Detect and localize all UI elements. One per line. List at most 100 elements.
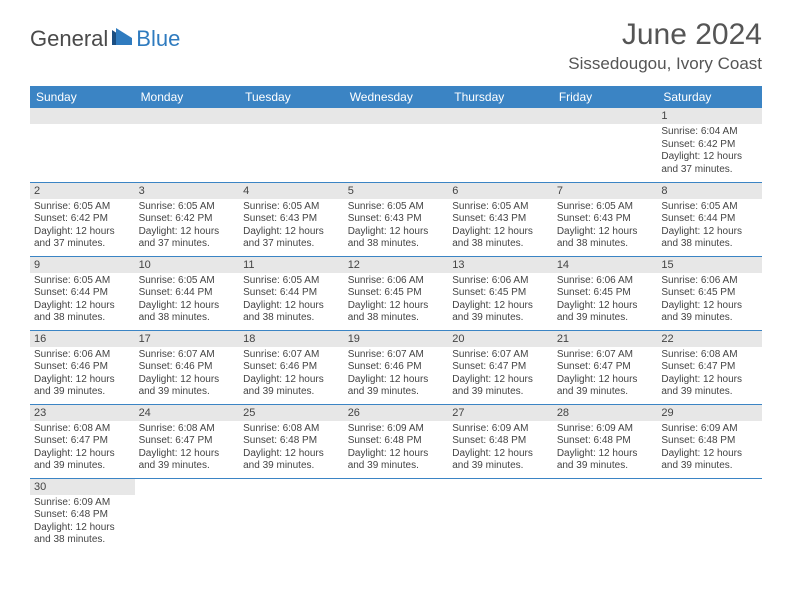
day-details: Sunrise: 6:05 AMSunset: 6:42 PMDaylight:… xyxy=(135,199,240,253)
day-number: 22 xyxy=(657,331,762,347)
calendar-day-cell: 11Sunrise: 6:05 AMSunset: 6:44 PMDayligh… xyxy=(239,256,344,330)
weekday-header: Saturday xyxy=(657,86,762,108)
day-details: Sunrise: 6:07 AMSunset: 6:47 PMDaylight:… xyxy=(448,347,553,401)
calendar-day-cell xyxy=(239,108,344,182)
weekday-header: Monday xyxy=(135,86,240,108)
calendar-day-cell xyxy=(657,478,762,552)
calendar-day-cell xyxy=(448,108,553,182)
day-number: 23 xyxy=(30,405,135,421)
weekday-header: Thursday xyxy=(448,86,553,108)
day-number: 6 xyxy=(448,183,553,199)
day-details: Sunrise: 6:05 AMSunset: 6:44 PMDaylight:… xyxy=(657,199,762,253)
day-number: 20 xyxy=(448,331,553,347)
day-details: Sunrise: 6:06 AMSunset: 6:46 PMDaylight:… xyxy=(30,347,135,401)
day-details: Sunrise: 6:04 AMSunset: 6:42 PMDaylight:… xyxy=(657,124,762,178)
calendar-day-cell: 19Sunrise: 6:07 AMSunset: 6:46 PMDayligh… xyxy=(344,330,449,404)
calendar-day-cell: 23Sunrise: 6:08 AMSunset: 6:47 PMDayligh… xyxy=(30,404,135,478)
day-details: Sunrise: 6:07 AMSunset: 6:46 PMDaylight:… xyxy=(135,347,240,401)
calendar-day-cell xyxy=(135,478,240,552)
day-details: Sunrise: 6:08 AMSunset: 6:47 PMDaylight:… xyxy=(135,421,240,475)
calendar-day-cell: 15Sunrise: 6:06 AMSunset: 6:45 PMDayligh… xyxy=(657,256,762,330)
calendar-day-cell xyxy=(239,478,344,552)
day-number: 14 xyxy=(553,257,658,273)
day-number: 27 xyxy=(448,405,553,421)
logo: General Blue xyxy=(30,26,180,52)
calendar-week-row: 2Sunrise: 6:05 AMSunset: 6:42 PMDaylight… xyxy=(30,182,762,256)
weekday-header-row: SundayMondayTuesdayWednesdayThursdayFrid… xyxy=(30,86,762,108)
calendar-day-cell: 10Sunrise: 6:05 AMSunset: 6:44 PMDayligh… xyxy=(135,256,240,330)
day-number: 30 xyxy=(30,479,135,495)
calendar-day-cell: 3Sunrise: 6:05 AMSunset: 6:42 PMDaylight… xyxy=(135,182,240,256)
day-details: Sunrise: 6:09 AMSunset: 6:48 PMDaylight:… xyxy=(344,421,449,475)
calendar-day-cell: 14Sunrise: 6:06 AMSunset: 6:45 PMDayligh… xyxy=(553,256,658,330)
day-number: 12 xyxy=(344,257,449,273)
calendar-week-row: 9Sunrise: 6:05 AMSunset: 6:44 PMDaylight… xyxy=(30,256,762,330)
day-details: Sunrise: 6:05 AMSunset: 6:43 PMDaylight:… xyxy=(448,199,553,253)
calendar-day-cell: 16Sunrise: 6:06 AMSunset: 6:46 PMDayligh… xyxy=(30,330,135,404)
day-number: 5 xyxy=(344,183,449,199)
day-number: 7 xyxy=(553,183,658,199)
calendar-day-cell: 30Sunrise: 6:09 AMSunset: 6:48 PMDayligh… xyxy=(30,478,135,552)
day-number: 16 xyxy=(30,331,135,347)
day-details: Sunrise: 6:07 AMSunset: 6:46 PMDaylight:… xyxy=(344,347,449,401)
logo-text-general: General xyxy=(30,26,108,52)
day-number: 28 xyxy=(553,405,658,421)
day-details: Sunrise: 6:05 AMSunset: 6:44 PMDaylight:… xyxy=(30,273,135,327)
calendar-day-cell: 26Sunrise: 6:09 AMSunset: 6:48 PMDayligh… xyxy=(344,404,449,478)
calendar-body: 1Sunrise: 6:04 AMSunset: 6:42 PMDaylight… xyxy=(30,108,762,552)
logo-text-blue: Blue xyxy=(136,26,180,52)
day-number: 26 xyxy=(344,405,449,421)
calendar-day-cell xyxy=(30,108,135,182)
day-details: Sunrise: 6:06 AMSunset: 6:45 PMDaylight:… xyxy=(448,273,553,327)
calendar-day-cell: 5Sunrise: 6:05 AMSunset: 6:43 PMDaylight… xyxy=(344,182,449,256)
calendar-day-cell: 7Sunrise: 6:05 AMSunset: 6:43 PMDaylight… xyxy=(553,182,658,256)
day-number: 15 xyxy=(657,257,762,273)
calendar-day-cell xyxy=(135,108,240,182)
calendar-day-cell: 27Sunrise: 6:09 AMSunset: 6:48 PMDayligh… xyxy=(448,404,553,478)
calendar-day-cell: 1Sunrise: 6:04 AMSunset: 6:42 PMDaylight… xyxy=(657,108,762,182)
day-details: Sunrise: 6:09 AMSunset: 6:48 PMDaylight:… xyxy=(553,421,658,475)
day-number: 29 xyxy=(657,405,762,421)
day-number: 10 xyxy=(135,257,240,273)
day-details: Sunrise: 6:09 AMSunset: 6:48 PMDaylight:… xyxy=(448,421,553,475)
calendar-day-cell: 17Sunrise: 6:07 AMSunset: 6:46 PMDayligh… xyxy=(135,330,240,404)
day-details: Sunrise: 6:05 AMSunset: 6:43 PMDaylight:… xyxy=(553,199,658,253)
calendar-day-cell xyxy=(344,108,449,182)
location-subtitle: Sissedougou, Ivory Coast xyxy=(568,54,762,74)
day-details: Sunrise: 6:07 AMSunset: 6:47 PMDaylight:… xyxy=(553,347,658,401)
weekday-header: Friday xyxy=(553,86,658,108)
day-details: Sunrise: 6:06 AMSunset: 6:45 PMDaylight:… xyxy=(553,273,658,327)
day-details: Sunrise: 6:06 AMSunset: 6:45 PMDaylight:… xyxy=(657,273,762,327)
calendar-day-cell xyxy=(553,478,658,552)
day-number: 2 xyxy=(30,183,135,199)
calendar-day-cell: 20Sunrise: 6:07 AMSunset: 6:47 PMDayligh… xyxy=(448,330,553,404)
calendar-day-cell xyxy=(344,478,449,552)
day-number: 8 xyxy=(657,183,762,199)
calendar-week-row: 16Sunrise: 6:06 AMSunset: 6:46 PMDayligh… xyxy=(30,330,762,404)
calendar-day-cell: 24Sunrise: 6:08 AMSunset: 6:47 PMDayligh… xyxy=(135,404,240,478)
day-details: Sunrise: 6:05 AMSunset: 6:44 PMDaylight:… xyxy=(239,273,344,327)
calendar-day-cell: 6Sunrise: 6:05 AMSunset: 6:43 PMDaylight… xyxy=(448,182,553,256)
day-number: 1 xyxy=(657,108,762,124)
day-details: Sunrise: 6:08 AMSunset: 6:47 PMDaylight:… xyxy=(657,347,762,401)
calendar-day-cell: 25Sunrise: 6:08 AMSunset: 6:48 PMDayligh… xyxy=(239,404,344,478)
calendar-day-cell: 18Sunrise: 6:07 AMSunset: 6:46 PMDayligh… xyxy=(239,330,344,404)
calendar-day-cell: 12Sunrise: 6:06 AMSunset: 6:45 PMDayligh… xyxy=(344,256,449,330)
title-block: June 2024 Sissedougou, Ivory Coast xyxy=(568,18,762,74)
day-number: 18 xyxy=(239,331,344,347)
day-details: Sunrise: 6:05 AMSunset: 6:42 PMDaylight:… xyxy=(30,199,135,253)
day-number: 11 xyxy=(239,257,344,273)
day-details: Sunrise: 6:08 AMSunset: 6:47 PMDaylight:… xyxy=(30,421,135,475)
calendar-table: SundayMondayTuesdayWednesdayThursdayFrid… xyxy=(30,86,762,552)
calendar-week-row: 30Sunrise: 6:09 AMSunset: 6:48 PMDayligh… xyxy=(30,478,762,552)
calendar-day-cell: 9Sunrise: 6:05 AMSunset: 6:44 PMDaylight… xyxy=(30,256,135,330)
day-details: Sunrise: 6:05 AMSunset: 6:43 PMDaylight:… xyxy=(239,199,344,253)
weekday-header: Sunday xyxy=(30,86,135,108)
day-number: 3 xyxy=(135,183,240,199)
day-number: 25 xyxy=(239,405,344,421)
weekday-header: Tuesday xyxy=(239,86,344,108)
logo-flag-icon xyxy=(112,28,134,51)
day-details: Sunrise: 6:09 AMSunset: 6:48 PMDaylight:… xyxy=(657,421,762,475)
day-number: 4 xyxy=(239,183,344,199)
calendar-week-row: 1Sunrise: 6:04 AMSunset: 6:42 PMDaylight… xyxy=(30,108,762,182)
